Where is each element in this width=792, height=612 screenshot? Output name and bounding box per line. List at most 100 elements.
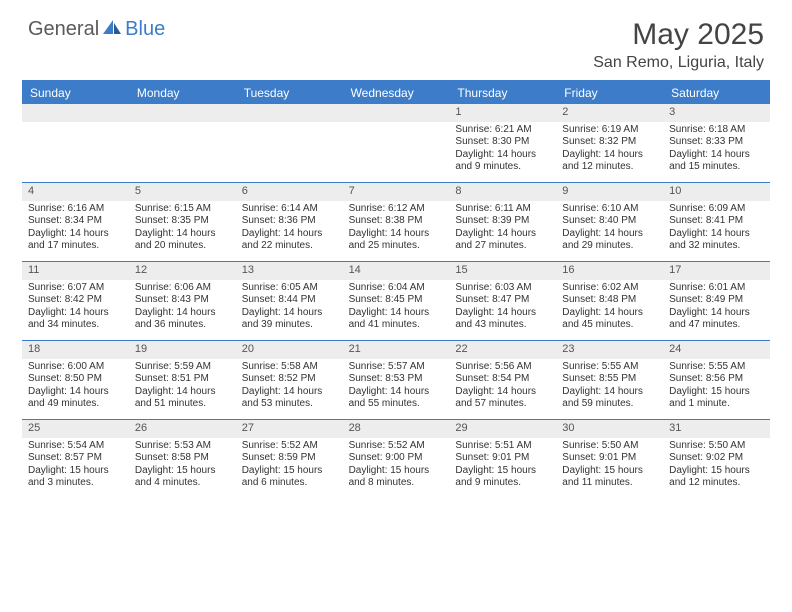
sunrise-text: Sunrise: 6:16 AM [28, 203, 123, 216]
sunrise-text: Sunrise: 5:52 AM [349, 440, 444, 453]
day-number: 29 [449, 420, 556, 438]
weekday-header-cell: Monday [129, 82, 236, 104]
day-number: 19 [129, 341, 236, 359]
daylight-line1: Daylight: 15 hours [562, 465, 657, 478]
daylight-line1: Daylight: 15 hours [349, 465, 444, 478]
daylight-line2: and 17 minutes. [28, 240, 123, 253]
daylight-line2: and 55 minutes. [349, 398, 444, 411]
daylight-line1: Daylight: 14 hours [242, 307, 337, 320]
day-number: 6 [236, 183, 343, 201]
calendar-week-row: 11Sunrise: 6:07 AMSunset: 8:42 PMDayligh… [22, 261, 770, 340]
daylight-line2: and 6 minutes. [242, 477, 337, 490]
daylight-line2: and 12 minutes. [669, 477, 764, 490]
calendar-week-row: 25Sunrise: 5:54 AMSunset: 8:57 PMDayligh… [22, 419, 770, 498]
sunrise-text: Sunrise: 5:54 AM [28, 440, 123, 453]
sunset-text: Sunset: 8:50 PM [28, 373, 123, 386]
day-number: 12 [129, 262, 236, 280]
sunset-text: Sunset: 8:53 PM [349, 373, 444, 386]
daylight-line1: Daylight: 14 hours [28, 228, 123, 241]
day-details: Sunrise: 5:54 AMSunset: 8:57 PMDaylight:… [22, 438, 129, 494]
day-details: Sunrise: 5:56 AMSunset: 8:54 PMDaylight:… [449, 359, 556, 415]
daylight-line2: and 9 minutes. [455, 161, 550, 174]
day-number: 7 [343, 183, 450, 201]
daylight-line2: and 36 minutes. [135, 319, 230, 332]
daylight-line1: Daylight: 14 hours [349, 307, 444, 320]
calendar-day-cell: 17Sunrise: 6:01 AMSunset: 8:49 PMDayligh… [663, 262, 770, 340]
day-details: Sunrise: 6:09 AMSunset: 8:41 PMDaylight:… [663, 201, 770, 257]
day-details: Sunrise: 6:01 AMSunset: 8:49 PMDaylight:… [663, 280, 770, 336]
daylight-line1: Daylight: 14 hours [349, 386, 444, 399]
day-number: 26 [129, 420, 236, 438]
sunset-text: Sunset: 8:42 PM [28, 294, 123, 307]
sunset-text: Sunset: 8:32 PM [562, 136, 657, 149]
calendar-day-cell: 14Sunrise: 6:04 AMSunset: 8:45 PMDayligh… [343, 262, 450, 340]
sunrise-text: Sunrise: 5:58 AM [242, 361, 337, 374]
sunrise-text: Sunrise: 6:06 AM [135, 282, 230, 295]
sunrise-text: Sunrise: 5:53 AM [135, 440, 230, 453]
day-details: Sunrise: 5:53 AMSunset: 8:58 PMDaylight:… [129, 438, 236, 494]
daylight-line2: and 22 minutes. [242, 240, 337, 253]
day-number: 11 [22, 262, 129, 280]
calendar-day-cell: 13Sunrise: 6:05 AMSunset: 8:44 PMDayligh… [236, 262, 343, 340]
sunrise-text: Sunrise: 5:52 AM [242, 440, 337, 453]
calendar-day-cell: 19Sunrise: 5:59 AMSunset: 8:51 PMDayligh… [129, 341, 236, 419]
calendar-day-cell: 6Sunrise: 6:14 AMSunset: 8:36 PMDaylight… [236, 183, 343, 261]
day-details: Sunrise: 6:05 AMSunset: 8:44 PMDaylight:… [236, 280, 343, 336]
weekday-header-cell: Saturday [663, 82, 770, 104]
calendar-day-cell: 11Sunrise: 6:07 AMSunset: 8:42 PMDayligh… [22, 262, 129, 340]
sunrise-text: Sunrise: 5:55 AM [562, 361, 657, 374]
weekday-header-cell: Friday [556, 82, 663, 104]
daylight-line1: Daylight: 14 hours [455, 307, 550, 320]
month-title: May 2025 [593, 18, 764, 52]
day-number: 17 [663, 262, 770, 280]
day-details: Sunrise: 5:50 AMSunset: 9:01 PMDaylight:… [556, 438, 663, 494]
day-number: 21 [343, 341, 450, 359]
calendar-day-cell: 18Sunrise: 6:00 AMSunset: 8:50 PMDayligh… [22, 341, 129, 419]
weekday-header-cell: Wednesday [343, 82, 450, 104]
sunrise-text: Sunrise: 5:51 AM [455, 440, 550, 453]
day-number [236, 104, 343, 122]
daylight-line2: and 49 minutes. [28, 398, 123, 411]
calendar-day-cell: 9Sunrise: 6:10 AMSunset: 8:40 PMDaylight… [556, 183, 663, 261]
day-details: Sunrise: 6:10 AMSunset: 8:40 PMDaylight:… [556, 201, 663, 257]
sunset-text: Sunset: 8:40 PM [562, 215, 657, 228]
weekday-header-cell: Sunday [22, 82, 129, 104]
day-details: Sunrise: 6:12 AMSunset: 8:38 PMDaylight:… [343, 201, 450, 257]
calendar-day-cell: 25Sunrise: 5:54 AMSunset: 8:57 PMDayligh… [22, 420, 129, 498]
sunrise-text: Sunrise: 6:02 AM [562, 282, 657, 295]
daylight-line2: and 39 minutes. [242, 319, 337, 332]
sunrise-text: Sunrise: 6:01 AM [669, 282, 764, 295]
daylight-line2: and 59 minutes. [562, 398, 657, 411]
sunrise-text: Sunrise: 5:50 AM [562, 440, 657, 453]
calendar-day-cell: 27Sunrise: 5:52 AMSunset: 8:59 PMDayligh… [236, 420, 343, 498]
daylight-line1: Daylight: 14 hours [135, 386, 230, 399]
calendar-day-cell: 22Sunrise: 5:56 AMSunset: 8:54 PMDayligh… [449, 341, 556, 419]
daylight-line1: Daylight: 14 hours [242, 386, 337, 399]
sunset-text: Sunset: 8:45 PM [349, 294, 444, 307]
sunrise-text: Sunrise: 6:18 AM [669, 124, 764, 137]
calendar-day-cell: 7Sunrise: 6:12 AMSunset: 8:38 PMDaylight… [343, 183, 450, 261]
day-number: 8 [449, 183, 556, 201]
daylight-line1: Daylight: 14 hours [562, 386, 657, 399]
day-details: Sunrise: 5:55 AMSunset: 8:55 PMDaylight:… [556, 359, 663, 415]
sunset-text: Sunset: 9:01 PM [455, 452, 550, 465]
daylight-line2: and 29 minutes. [562, 240, 657, 253]
sunset-text: Sunset: 8:59 PM [242, 452, 337, 465]
calendar-day-cell: 24Sunrise: 5:55 AMSunset: 8:56 PMDayligh… [663, 341, 770, 419]
daylight-line1: Daylight: 14 hours [455, 149, 550, 162]
title-block: May 2025 San Remo, Liguria, Italy [593, 18, 764, 72]
day-details: Sunrise: 6:03 AMSunset: 8:47 PMDaylight:… [449, 280, 556, 336]
calendar-day-cell: 3Sunrise: 6:18 AMSunset: 8:33 PMDaylight… [663, 104, 770, 182]
sunset-text: Sunset: 8:30 PM [455, 136, 550, 149]
sunrise-text: Sunrise: 6:03 AM [455, 282, 550, 295]
calendar-day-cell: 16Sunrise: 6:02 AMSunset: 8:48 PMDayligh… [556, 262, 663, 340]
day-number: 23 [556, 341, 663, 359]
daylight-line2: and 45 minutes. [562, 319, 657, 332]
day-number: 3 [663, 104, 770, 122]
sunrise-text: Sunrise: 6:10 AM [562, 203, 657, 216]
daylight-line2: and 47 minutes. [669, 319, 764, 332]
calendar-week-row: 1Sunrise: 6:21 AMSunset: 8:30 PMDaylight… [22, 104, 770, 182]
day-number: 1 [449, 104, 556, 122]
daylight-line2: and 20 minutes. [135, 240, 230, 253]
calendar-day-cell: 20Sunrise: 5:58 AMSunset: 8:52 PMDayligh… [236, 341, 343, 419]
